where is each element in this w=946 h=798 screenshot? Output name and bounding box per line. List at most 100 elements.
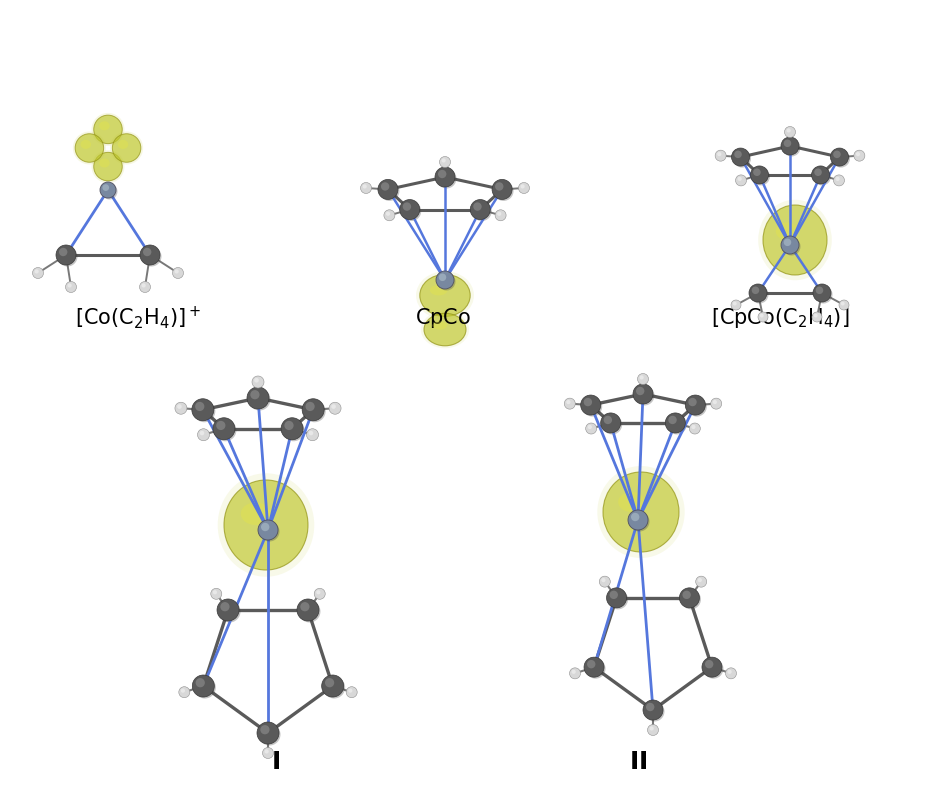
Circle shape: [300, 602, 309, 611]
Ellipse shape: [224, 480, 308, 570]
Ellipse shape: [429, 285, 447, 295]
Circle shape: [360, 183, 372, 193]
Ellipse shape: [597, 466, 685, 558]
Circle shape: [679, 588, 699, 608]
Circle shape: [498, 211, 501, 215]
Circle shape: [647, 725, 658, 736]
Circle shape: [258, 724, 281, 745]
Ellipse shape: [776, 223, 798, 240]
Circle shape: [139, 282, 150, 293]
Circle shape: [213, 418, 235, 440]
Circle shape: [217, 599, 239, 621]
Circle shape: [586, 423, 597, 434]
Ellipse shape: [424, 314, 466, 346]
Circle shape: [285, 421, 293, 430]
Circle shape: [470, 200, 490, 219]
Circle shape: [65, 282, 77, 293]
Circle shape: [635, 385, 655, 405]
Ellipse shape: [110, 132, 143, 164]
Text: $[\mathrm{Co(C_2H_4)]}^+$: $[\mathrm{Co(C_2H_4)]}^+$: [75, 305, 201, 331]
Circle shape: [32, 267, 44, 279]
Circle shape: [650, 726, 654, 730]
Circle shape: [348, 689, 353, 693]
Circle shape: [403, 203, 412, 211]
Circle shape: [832, 149, 850, 168]
Circle shape: [198, 429, 209, 440]
Circle shape: [258, 520, 278, 540]
Circle shape: [439, 274, 447, 281]
Circle shape: [302, 399, 324, 421]
Circle shape: [839, 300, 849, 310]
Circle shape: [438, 170, 447, 178]
Ellipse shape: [73, 132, 106, 164]
Circle shape: [753, 168, 761, 176]
Circle shape: [281, 418, 303, 440]
Circle shape: [58, 247, 78, 267]
Circle shape: [322, 675, 343, 697]
Circle shape: [812, 166, 830, 184]
Circle shape: [786, 128, 791, 132]
Circle shape: [856, 152, 860, 156]
Circle shape: [308, 431, 313, 436]
Circle shape: [584, 398, 592, 406]
Circle shape: [783, 140, 791, 147]
Circle shape: [782, 238, 800, 255]
Circle shape: [101, 184, 117, 200]
Circle shape: [712, 400, 717, 405]
Ellipse shape: [94, 115, 122, 144]
Circle shape: [325, 678, 334, 687]
Circle shape: [781, 137, 799, 155]
Circle shape: [307, 429, 319, 440]
Circle shape: [813, 168, 832, 185]
Circle shape: [636, 387, 644, 395]
Ellipse shape: [117, 140, 129, 149]
Circle shape: [195, 402, 204, 411]
Circle shape: [783, 239, 791, 246]
Circle shape: [174, 270, 179, 274]
Ellipse shape: [241, 503, 271, 525]
Circle shape: [56, 245, 76, 265]
Circle shape: [249, 389, 271, 410]
Circle shape: [384, 210, 394, 221]
Circle shape: [695, 576, 707, 587]
Circle shape: [400, 200, 420, 219]
Circle shape: [306, 402, 315, 411]
Circle shape: [362, 184, 367, 188]
Circle shape: [752, 286, 760, 294]
Circle shape: [665, 413, 685, 433]
Circle shape: [569, 668, 581, 679]
Circle shape: [587, 660, 595, 669]
Circle shape: [251, 390, 259, 399]
Circle shape: [401, 201, 421, 221]
Circle shape: [495, 210, 506, 221]
Circle shape: [692, 425, 695, 429]
Circle shape: [472, 201, 492, 221]
Circle shape: [196, 678, 205, 687]
Ellipse shape: [420, 275, 470, 316]
Circle shape: [704, 658, 724, 678]
Circle shape: [378, 180, 398, 200]
Text: $\mathrm{CpCo}$: $\mathrm{CpCo}$: [415, 306, 471, 330]
Ellipse shape: [92, 150, 125, 183]
Circle shape: [710, 398, 722, 409]
Circle shape: [631, 513, 639, 521]
Text: $\mathbf{II}$: $\mathbf{II}$: [629, 750, 647, 774]
Circle shape: [629, 512, 650, 531]
Circle shape: [346, 687, 358, 697]
Circle shape: [667, 414, 687, 434]
Circle shape: [815, 286, 832, 303]
Circle shape: [571, 670, 576, 674]
Circle shape: [193, 401, 216, 422]
Circle shape: [600, 576, 610, 587]
Circle shape: [179, 687, 190, 697]
Circle shape: [492, 180, 512, 200]
Circle shape: [606, 588, 626, 608]
Text: $[\mathrm{CpCo(C_2H_4)]}$: $[\mathrm{CpCo(C_2H_4)]}$: [710, 306, 850, 330]
Circle shape: [854, 150, 865, 161]
Circle shape: [297, 599, 319, 621]
Circle shape: [731, 148, 749, 166]
Circle shape: [750, 286, 768, 303]
Circle shape: [758, 312, 768, 322]
Ellipse shape: [603, 472, 679, 552]
Circle shape: [835, 177, 840, 181]
